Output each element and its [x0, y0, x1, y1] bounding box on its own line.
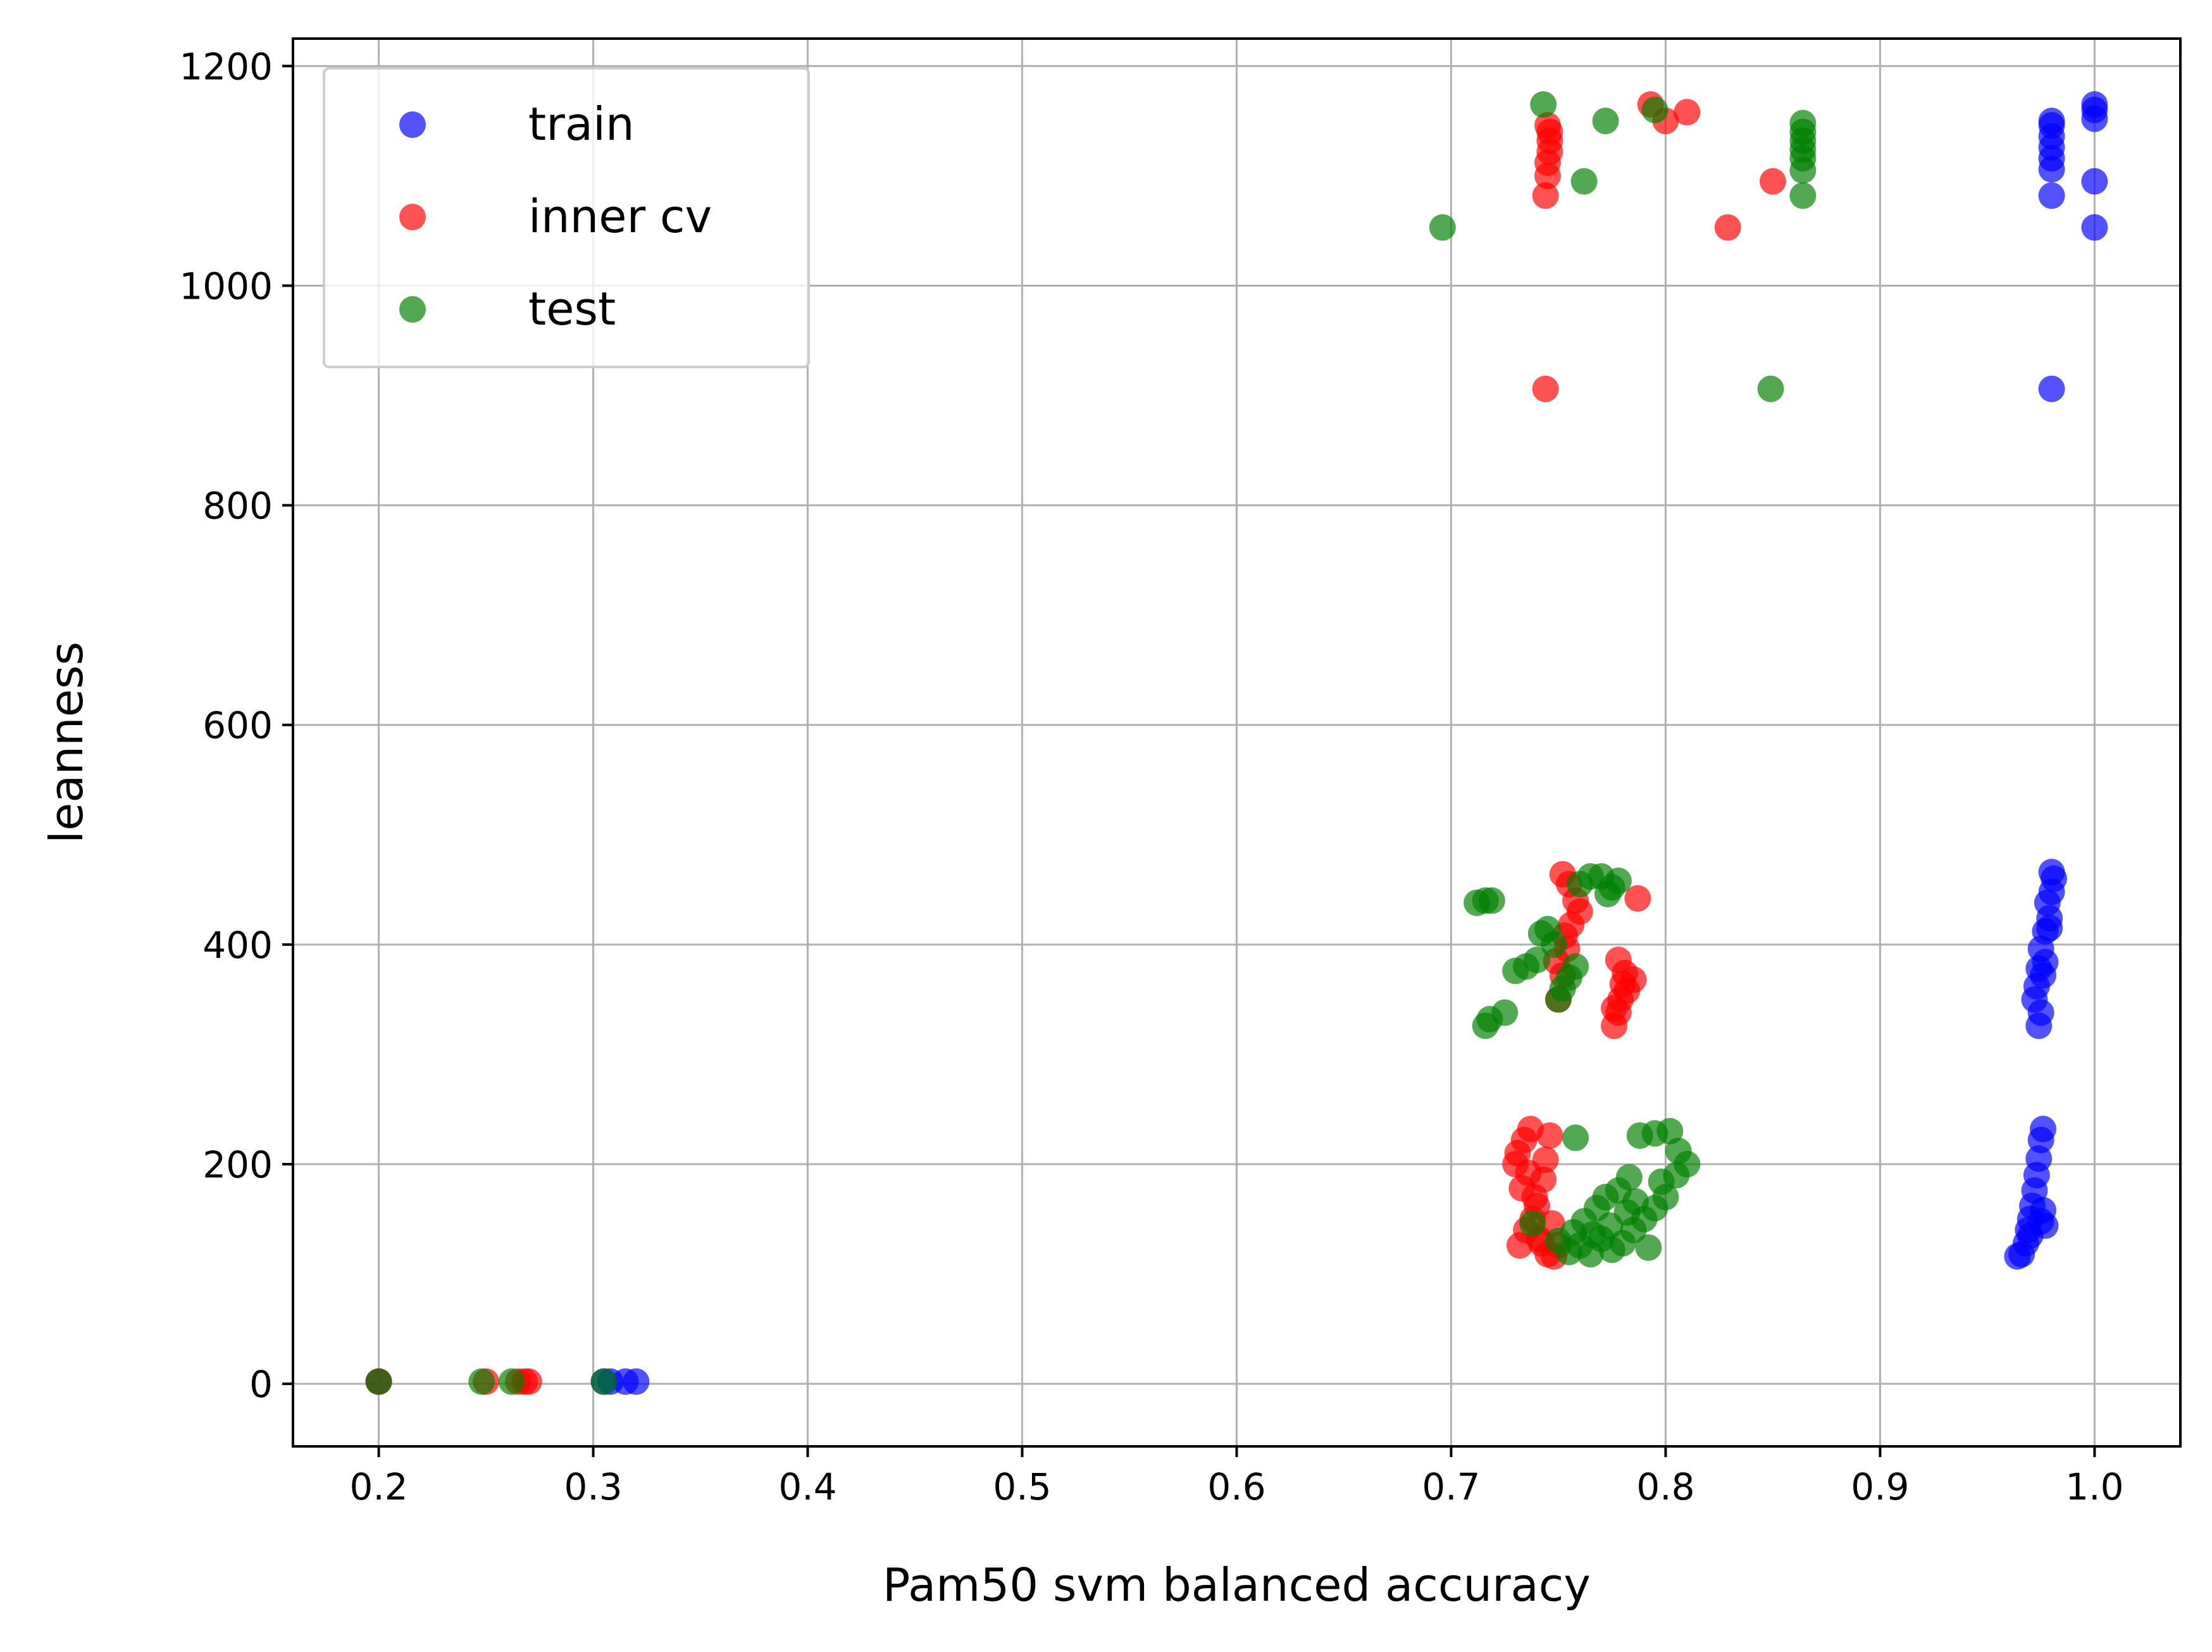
data-point	[2027, 1208, 2054, 1235]
x-tick-label: 0.9	[1851, 1465, 1909, 1508]
x-axis-label: Pam50 svm balanced accuracy	[883, 1558, 1591, 1612]
data-point	[1534, 112, 1562, 139]
legend-label: test	[528, 282, 616, 335]
x-tick-label: 1.0	[2065, 1465, 2123, 1508]
data-point	[1570, 168, 1598, 195]
data-point	[1789, 109, 1817, 137]
x-tick-label: 0.4	[778, 1465, 836, 1508]
x-tick-label: 0.2	[349, 1465, 407, 1508]
legend-marker	[399, 111, 426, 138]
legend: train inner cv test	[323, 67, 810, 368]
y-tick-label: 1000	[179, 265, 273, 308]
data-point	[1598, 874, 1625, 901]
data-point	[1532, 1146, 1559, 1174]
series-test	[365, 91, 1817, 1395]
data-point	[1592, 108, 1619, 135]
legend-box	[323, 67, 810, 368]
legend-marker	[399, 296, 426, 323]
data-point	[2081, 91, 2108, 118]
data-point	[1714, 214, 1741, 241]
data-point	[1648, 1168, 1675, 1195]
data-points	[365, 91, 2108, 1395]
x-tick-label: 0.7	[1422, 1465, 1480, 1508]
data-point	[2030, 1115, 2057, 1143]
data-point	[2081, 214, 2108, 241]
data-point	[1620, 966, 1647, 993]
data-point	[1665, 1138, 1692, 1165]
data-point	[590, 1368, 618, 1395]
data-point	[365, 1368, 392, 1395]
data-point	[1674, 99, 1701, 126]
y-tick-label: 600	[202, 704, 273, 747]
y-tick-label: 1200	[179, 45, 273, 88]
data-point	[1519, 1210, 1546, 1237]
data-point	[2025, 955, 2053, 983]
data-point	[623, 1368, 650, 1395]
data-point	[1757, 375, 1784, 402]
y-tick-label: 0	[249, 1363, 273, 1406]
x-tick-label: 0.8	[1636, 1465, 1694, 1508]
data-point	[1532, 375, 1559, 402]
data-point	[1562, 1124, 1589, 1152]
data-point	[2038, 182, 2065, 209]
data-point	[1641, 96, 1668, 123]
data-point	[1789, 182, 1817, 209]
y-tick-label: 200	[202, 1143, 273, 1186]
data-point	[1530, 91, 1557, 118]
y-axis-label: leanness	[40, 642, 93, 843]
data-point	[498, 1368, 525, 1395]
legend-marker	[399, 204, 426, 230]
data-point	[1429, 214, 1456, 241]
data-point	[1502, 1150, 1529, 1177]
data-point	[1759, 168, 1786, 195]
data-point	[1541, 931, 1568, 958]
data-point	[1536, 1122, 1563, 1149]
y-tick-label: 800	[202, 485, 273, 528]
data-point	[2081, 168, 2108, 195]
x-tick-label: 0.5	[993, 1465, 1051, 1508]
data-point	[1605, 947, 1632, 974]
data-point	[2038, 375, 2065, 402]
legend-label: train	[528, 97, 635, 151]
data-point	[1626, 1122, 1653, 1149]
data-point	[1560, 1219, 1587, 1246]
data-point	[468, 1368, 495, 1395]
x-axis-ticks: 0.2 0.3 0.4 0.5 0.6 0.7 0.8 0.9 1.0	[349, 1446, 2124, 1508]
data-point	[1615, 1164, 1643, 1191]
data-point	[1562, 953, 1589, 980]
data-point	[1624, 885, 1651, 912]
data-point	[1532, 182, 1559, 209]
data-point	[2038, 859, 2065, 886]
y-axis-ticks: 0 200 400 600 800 1000 1200	[179, 45, 293, 1406]
data-point	[2038, 108, 2065, 135]
data-point	[1635, 1234, 1662, 1261]
y-tick-label: 400	[202, 924, 273, 967]
data-point	[1478, 887, 1505, 914]
data-point	[1530, 1166, 1557, 1193]
x-tick-label: 0.3	[564, 1465, 622, 1508]
data-point	[2036, 914, 2063, 941]
x-tick-label: 0.6	[1207, 1465, 1265, 1508]
data-point	[1491, 999, 1519, 1026]
data-point	[1622, 1188, 1649, 1215]
data-point	[1524, 947, 1551, 974]
data-point	[1566, 898, 1593, 925]
legend-label: inner cv	[528, 190, 712, 243]
